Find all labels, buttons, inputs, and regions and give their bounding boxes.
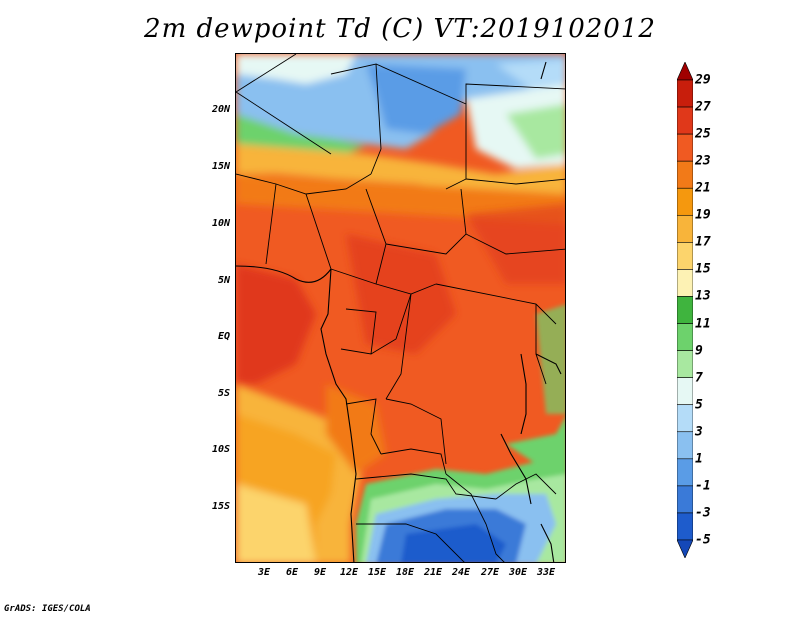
credit-text: GrADS: IGES/COLA [4,604,91,614]
lat-label-15s: 15S [211,501,230,512]
colorbar-label: -3 [695,505,711,521]
lon-label-18e: 18E [395,567,415,578]
colorbar-swatch [677,404,693,433]
dewpoint-field [236,54,565,562]
colorbar-swatch [677,512,693,541]
lat-label-10n: 10N [211,218,230,229]
colorbar-label: 23 [695,153,711,169]
lat-label-15n: 15N [211,161,230,172]
lat-label-eq: EQ [217,331,230,342]
lon-label-12e: 12E [339,567,359,578]
lon-label-30e: 30E [508,567,528,578]
lon-label-21e: 21E [423,567,443,578]
colorbar-label: 3 [695,424,703,440]
lat-label-10s: 10S [211,444,230,455]
colorbar-swatch [677,458,693,487]
colorbar-label: 19 [695,207,711,223]
colorbar-label: 29 [695,72,711,88]
lat-label-5s: 5S [217,388,230,399]
country-borders [236,54,565,562]
colorbar-label: 27 [695,99,711,115]
colorbar-label: 9 [695,343,703,359]
colorbar-swatch [677,187,693,216]
colorbar-swatch [677,485,693,514]
colorbar-swatch [677,106,693,135]
colorbar-label: 7 [695,370,703,386]
colorbar-label: 15 [695,261,711,277]
lon-label-3e: 3E [257,567,271,578]
colorbar-label: -1 [695,478,711,494]
colorbar-label: 5 [695,397,703,413]
colorbar-label: -5 [695,532,711,548]
colorbar-swatch [677,323,693,351]
colorbar-label: 21 [695,180,711,196]
colorbar-swatch [677,214,693,243]
colorbar-swatch [677,79,693,108]
colorbar-swatch [677,431,693,460]
lat-label-20n: 20N [211,104,230,115]
colorbar-swatch [677,350,693,378]
colorbar-swatch [677,377,693,406]
colorbar-swatch [677,242,693,270]
lon-label-15e: 15E [367,567,387,578]
colorbar-label: 25 [695,126,711,142]
colorbar-label: 13 [695,288,711,304]
colorbar-label: 11 [695,316,711,332]
colorbar-label: 17 [695,234,711,250]
lon-label-27e: 27E [480,567,500,578]
colorbar-swatch [677,160,693,189]
colorbar [677,62,693,558]
lat-label-5n: 5N [217,275,230,286]
lon-label-24e: 24E [451,567,471,578]
lon-label-9e: 9E [313,567,327,578]
colorbar-swatch [677,62,693,81]
colorbar-label: 1 [695,451,703,467]
coastlines [236,61,562,562]
lon-label-33e: 33E [536,567,556,578]
colorbar-swatch [677,133,693,162]
colorbar-swatch [677,296,693,324]
lon-label-6e: 6E [285,567,299,578]
colorbar-swatch [677,539,693,558]
map-plot [235,53,566,563]
colorbar-swatch [677,269,693,297]
map-title: 2m dewpoint Td (C) VT:2019102012 [144,14,656,44]
